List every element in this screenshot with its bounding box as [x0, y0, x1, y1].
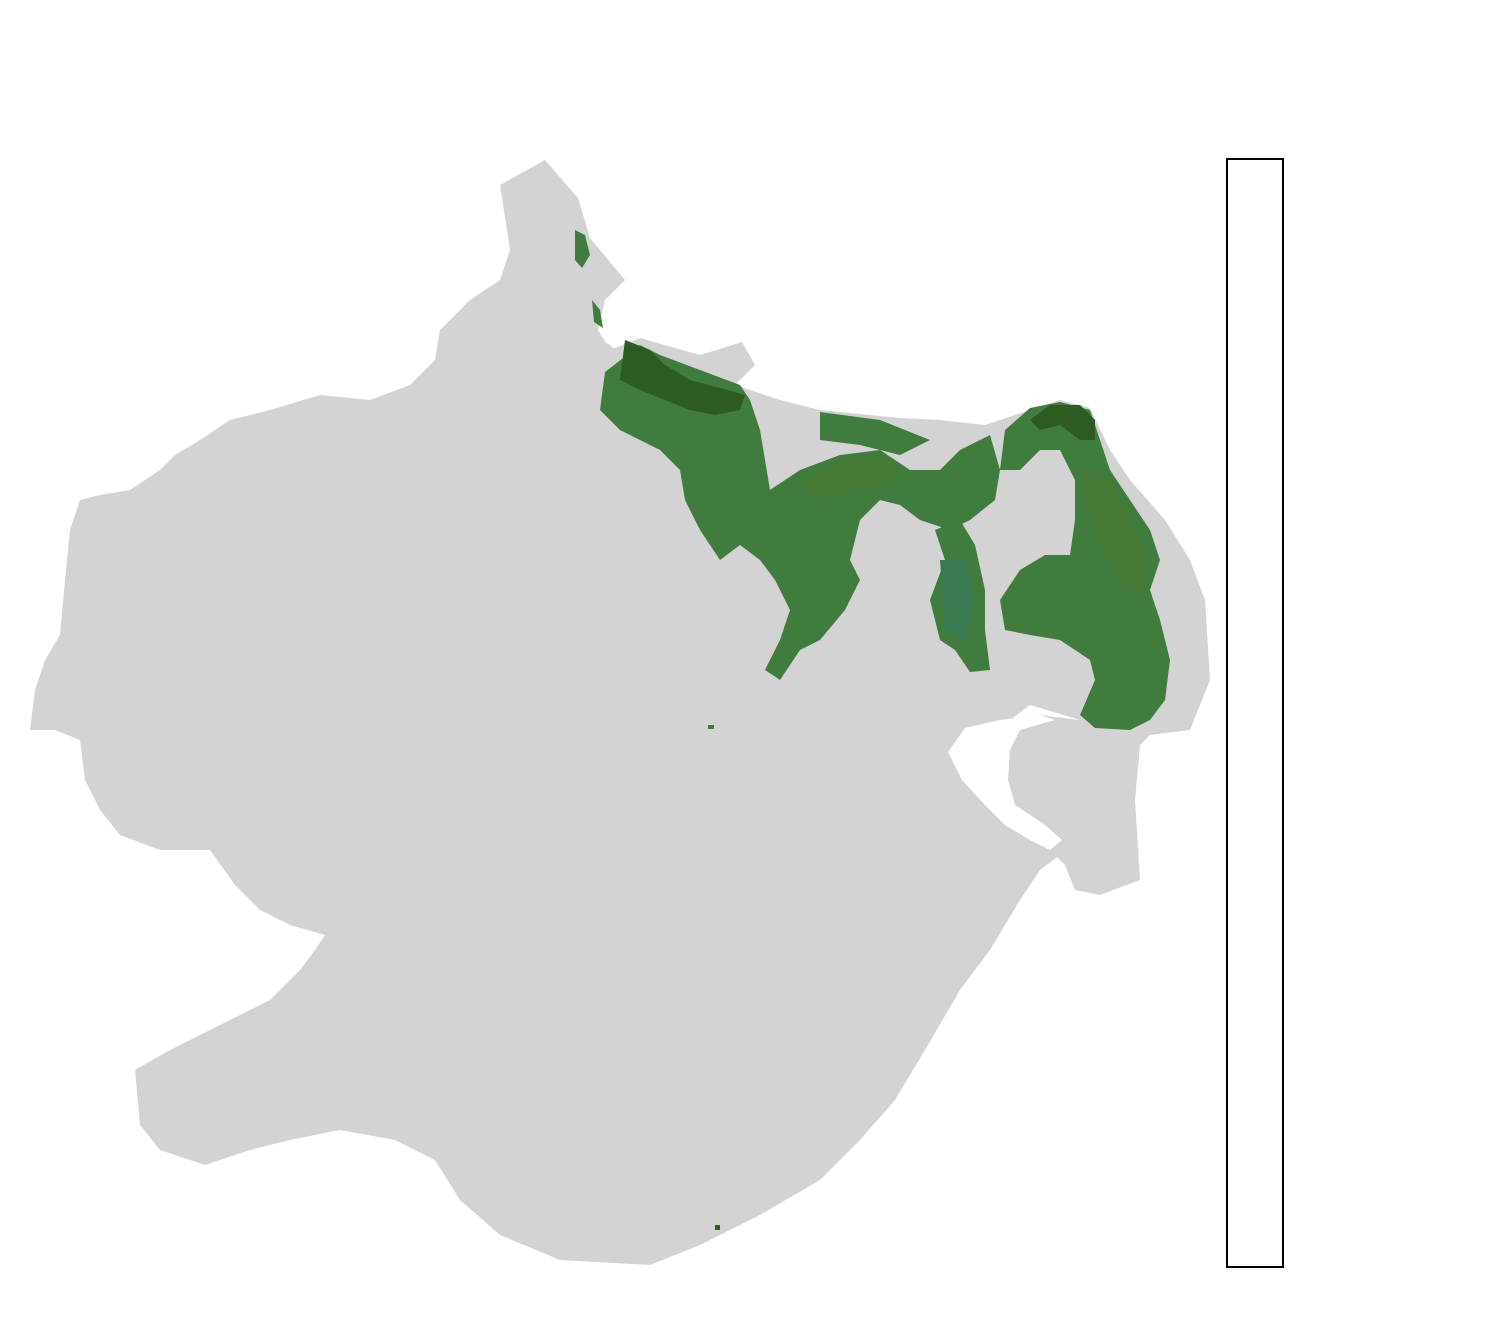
chl-region-north-arm [575, 230, 590, 268]
lake-nodata-area [30, 160, 1210, 1265]
chl-pixel [708, 725, 714, 729]
chl-dark-patches [620, 340, 1095, 440]
chl-region-north-arm-2 [592, 300, 603, 328]
colorbar [1226, 158, 1284, 1268]
lagoon-gap [948, 715, 1062, 850]
chl-pixel [715, 1225, 720, 1230]
chl-light-patch-center [800, 455, 900, 500]
chl-dark-patch-east [1030, 405, 1095, 440]
chl-region-central [820, 412, 930, 455]
chl-region-north-strip [600, 345, 1000, 680]
chl-region-east [1000, 402, 1170, 730]
chl-teal-patches [940, 560, 975, 640]
chl-light-patches [800, 455, 1150, 600]
chl-light-patch-east [1080, 470, 1150, 600]
chl-dark-patch-north [620, 340, 745, 415]
chl-teal-patch-middle [940, 560, 975, 640]
